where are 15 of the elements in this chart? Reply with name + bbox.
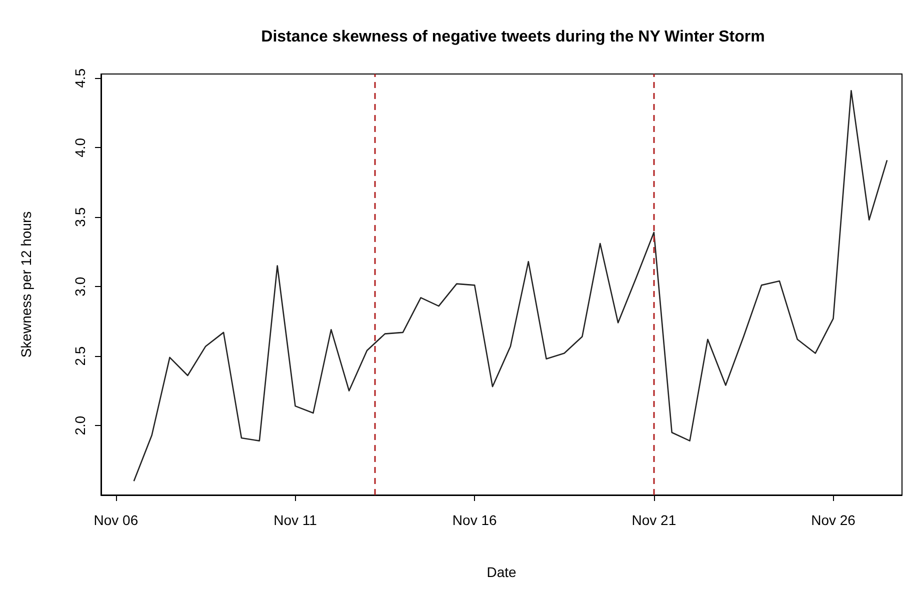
line-series (133, 90, 888, 482)
x-axis-title: Date (486, 564, 516, 580)
y-tick-label: 2.5 (72, 346, 88, 366)
x-tick-label: Nov 21 (632, 512, 676, 528)
y-axis-title: Skewness per 12 hours (18, 211, 34, 358)
x-tick-label: Nov 26 (811, 512, 856, 528)
x-tick-label: Nov 06 (94, 512, 138, 528)
x-tick-label: Nov 11 (274, 512, 318, 528)
y-tick-label: 3.0 (72, 276, 88, 296)
chart-title: Distance skewness of negative tweets during the NY Winter Storm (261, 28, 765, 46)
x-tick-label: Nov 16 (452, 512, 497, 528)
y-tick-label: 4.0 (72, 138, 88, 158)
y-tick-label: 2.0 (72, 416, 88, 436)
y-tick-label: 3.5 (72, 207, 88, 227)
y-tick-label: 4.5 (72, 68, 88, 88)
